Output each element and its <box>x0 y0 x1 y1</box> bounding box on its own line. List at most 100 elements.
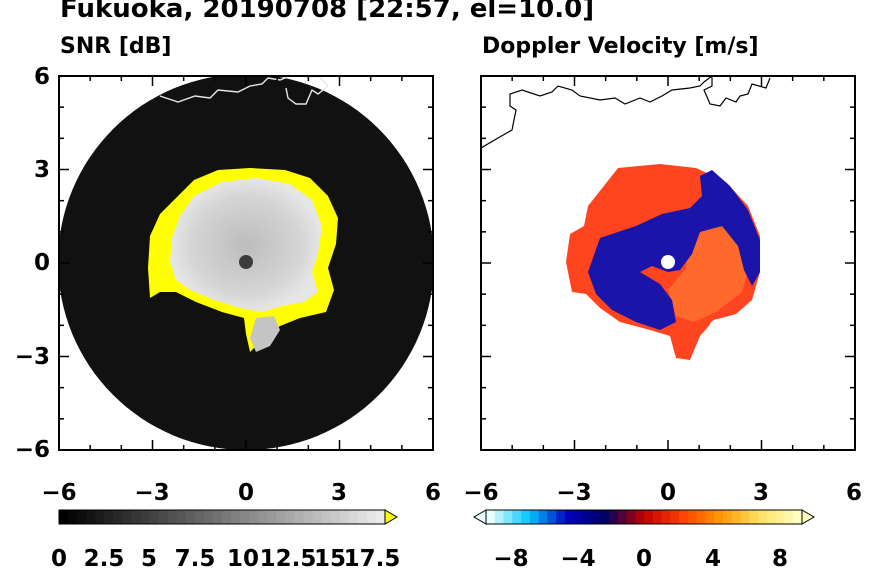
velocity-x-tick-label: −6 <box>463 480 498 506</box>
radar-site-marker <box>239 255 253 269</box>
snr-y-tick-label: −6 <box>15 437 50 463</box>
velocity-colorbar-swatch <box>705 510 715 524</box>
velocity-colorbar-swatch <box>556 510 566 524</box>
velocity-colorbar-swatch <box>670 510 680 524</box>
snr-colorbar-swatch <box>375 510 386 524</box>
snr-y-tick-label: −3 <box>15 344 50 370</box>
chart-main-title: Fukuoka, 20190708 [22:57, el=10.0] <box>60 0 595 24</box>
velocity-x-tick-label: 6 <box>846 480 862 506</box>
velocity-colorbar <box>473 509 815 525</box>
velocity-colorbar-swatch <box>652 510 663 524</box>
snr-x-tick-label: 0 <box>238 480 254 506</box>
snr-colorbar-swatch <box>231 510 241 524</box>
velocity-colorbar-swatch <box>758 510 768 524</box>
velocity-x-tick-label: −3 <box>556 480 591 506</box>
snr-y-tick-label: 3 <box>34 157 50 183</box>
velocity-colorbar-swatch <box>521 510 531 524</box>
snr-colorbar-swatch <box>267 510 277 524</box>
snr-colorbar-swatch <box>140 510 151 524</box>
snr-colorbar <box>58 509 398 525</box>
snr-colorbar-swatch <box>222 510 232 524</box>
snr-colorbar-swatch <box>212 510 223 524</box>
snr-panel-title: SNR [dB] <box>60 34 172 59</box>
snr-colorbar-label: 2.5 <box>84 546 125 570</box>
snr-cell-south <box>250 316 280 352</box>
velocity-panel-title: Doppler Velocity [m/s] <box>482 34 759 59</box>
velocity-x-tick-label: 0 <box>660 480 676 506</box>
snr-colorbar-swatch <box>366 510 377 524</box>
velocity-site-marker <box>661 255 675 269</box>
snr-colorbar-swatch <box>321 510 332 524</box>
velocity-colorbar-swatch <box>547 510 557 524</box>
snr-colorbar-swatch <box>167 510 178 524</box>
velocity-colorbar-swatch <box>749 510 759 524</box>
velocity-colorbar-swatch <box>591 510 601 524</box>
snr-strong-echo <box>170 178 322 312</box>
velocity-colorbar-label: 0 <box>636 546 652 570</box>
snr-colorbar-swatch <box>294 510 304 524</box>
velocity-colorbar-swatch <box>696 510 706 524</box>
snr-colorbar-swatch <box>122 510 132 524</box>
velocity-colorbar-labels: −8 −4 0 4 8 <box>493 546 788 570</box>
velocity-colorbar-label: 8 <box>772 546 788 570</box>
velocity-colorbar-swatch <box>582 510 592 524</box>
velocity-colorbar-swatch <box>538 510 548 524</box>
snr-colorbar-swatch <box>77 510 87 524</box>
snr-colorbar-labels: 0 2.5 5 7.5 10 12.5 15 17.5 <box>51 546 400 570</box>
velocity-colorbar-swatch <box>775 510 785 524</box>
snr-colorbar-swatch <box>285 510 295 524</box>
velocity-colorbar-swatch <box>608 510 619 524</box>
snr-colorbar-swatch <box>194 510 205 524</box>
snr-colorbar-label: 10 <box>227 546 259 570</box>
snr-colorbar-swatch <box>348 510 359 524</box>
velocity-colorbar-swatch <box>784 510 794 524</box>
velocity-colorbar-swatch <box>766 510 777 524</box>
snr-colorbar-swatch <box>149 510 160 524</box>
velocity-x-tick-label: 3 <box>753 480 769 506</box>
velocity-colorbar-swatch <box>635 510 645 524</box>
snr-colorbar-swatch <box>276 510 286 524</box>
velocity-plot <box>481 76 771 360</box>
velocity-colorbar-frame <box>485 509 803 525</box>
snr-colorbar-extend-max <box>384 509 398 525</box>
velocity-colorbar-swatch <box>626 510 636 524</box>
snr-colorbar-swatch <box>240 510 250 524</box>
snr-colorbar-swatch <box>357 510 368 524</box>
snr-colorbar-swatch <box>185 510 196 524</box>
velocity-colorbar-swatch <box>529 510 540 524</box>
velocity-colorbar-swatch <box>731 510 742 524</box>
velocity-colorbar-swatch <box>679 510 689 524</box>
velocity-colorbar-swatch <box>793 510 803 524</box>
velocity-colorbar-swatch <box>617 510 627 524</box>
velocity-colorbar-extend-max <box>801 509 815 525</box>
velocity-colorbar-swatch <box>573 510 584 524</box>
snr-colorbar-swatch <box>86 510 96 524</box>
snr-colorbar-label: 15 <box>314 546 346 570</box>
snr-colorbar-swatch <box>203 510 214 524</box>
snr-colorbar-label: 12.5 <box>260 546 317 570</box>
velocity-colorbar-label: −8 <box>493 546 528 570</box>
snr-colorbar-swatch <box>312 510 323 524</box>
velocity-colorbar-label: −4 <box>560 546 595 570</box>
snr-x-tick-label: −3 <box>134 480 169 506</box>
snr-colorbar-swatch <box>104 510 114 524</box>
snr-x-tick-label: 3 <box>331 480 347 506</box>
snr-colorbar-swatch <box>95 510 105 524</box>
snr-coastline <box>159 76 330 105</box>
snr-colorbar-swatch <box>249 510 259 524</box>
snr-colorbar-swatch <box>258 510 268 524</box>
velocity-colorbar-swatch <box>687 510 698 524</box>
velocity-colorbar-extend-min <box>473 509 487 525</box>
velocity-colorbar-swatch <box>644 510 654 524</box>
snr-colorbar-label: 17.5 <box>344 546 401 570</box>
velocity-colorbar-swatch <box>486 510 496 524</box>
velocity-colorbar-swatch <box>503 510 513 524</box>
velocity-colorbar-swatch <box>600 510 610 524</box>
snr-colorbar-label: 5 <box>141 546 157 570</box>
velocity-coastline <box>481 76 771 149</box>
snr-colorbar-swatch <box>176 510 187 524</box>
velocity-colorbar-swatch <box>723 510 733 524</box>
snr-y-tick-label: 6 <box>34 64 50 90</box>
snr-colorbar-swatch <box>339 510 350 524</box>
snr-colorbar-swatch <box>59 510 69 524</box>
